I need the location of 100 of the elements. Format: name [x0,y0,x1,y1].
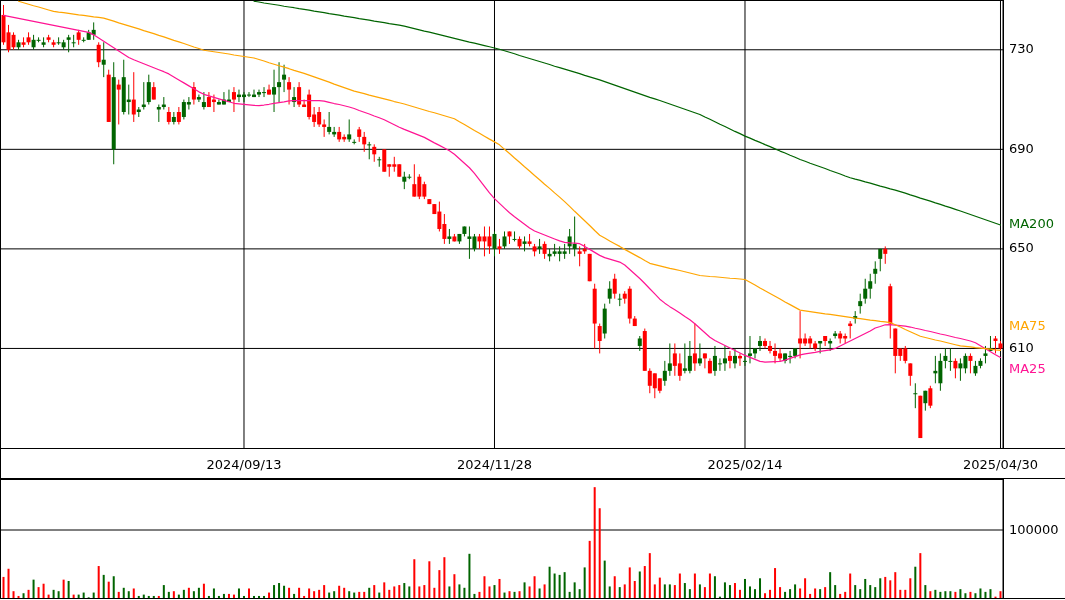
bar [658,577,661,598]
bar [894,572,897,598]
candlestick [96,41,101,68]
bar [197,587,200,598]
bar [62,579,65,598]
candlestick [677,352,682,382]
bar [207,595,210,598]
bar [528,586,531,598]
bar [884,576,887,598]
candlestick [382,148,387,173]
bar [353,592,356,598]
bar [738,589,741,598]
bar [608,586,611,598]
bar [57,591,60,598]
candlestick [196,94,201,103]
series-label: MA200 [1009,216,1054,232]
y-tick-label: 690 [1009,140,1034,156]
bar [573,582,576,598]
candlestick [322,118,327,138]
bar [698,584,701,598]
bar [854,585,857,598]
bar [122,587,125,598]
bar [503,592,506,598]
bar [754,589,757,598]
bar [919,553,922,598]
candlestick [201,91,206,111]
bar [12,591,15,598]
bar [448,586,451,598]
bar [303,595,306,598]
candlestick [692,323,697,372]
candlestick [758,335,763,352]
bar [929,591,932,598]
bar [683,583,686,598]
bar [979,588,982,598]
bar [107,581,110,598]
candlestick [747,335,752,364]
bar [759,578,762,598]
bar [548,566,551,598]
candlestick [968,352,973,374]
bar [553,573,556,598]
bar [493,585,496,598]
bar [498,578,501,598]
candlestick [572,216,577,257]
bar [944,591,947,598]
bar [518,591,521,598]
x-tick-label: 2025/04/30 [963,457,1038,472]
bar [568,591,571,598]
candlestick [753,347,758,359]
bar [343,587,346,598]
bar [673,585,676,598]
bar [227,593,230,598]
bar [268,592,271,598]
bar [242,595,245,598]
bar [147,595,150,598]
bar [328,592,331,598]
bar [633,581,636,598]
bar [433,587,436,598]
bar [97,566,100,598]
bar [874,587,877,598]
candlestick [722,345,727,372]
bar [323,585,326,598]
bar [127,591,130,598]
candlestick [662,360,667,387]
bar [774,568,777,598]
bar [363,591,366,598]
bar [102,574,105,598]
bar [217,595,220,598]
bar [969,591,972,598]
candlestick [191,81,196,106]
bar [202,583,205,598]
bar [187,587,190,598]
bar [949,591,952,598]
bar [839,593,842,598]
bar [152,595,155,598]
bar [117,591,120,598]
bar [263,595,266,598]
bar [383,582,386,598]
bar [398,585,401,598]
bar [388,589,391,598]
candlestick [367,141,372,160]
bar [333,591,336,598]
bar [623,584,626,598]
bar [508,591,511,598]
bar [393,586,396,598]
bar [583,567,586,598]
candlestick [873,260,878,285]
bar [403,583,406,598]
bar [112,576,115,598]
bar [578,589,581,598]
candlestick [231,86,236,113]
bar [478,591,481,598]
candlestick [71,34,76,48]
candlestick [823,335,828,347]
bar [278,583,281,598]
candlestick [612,273,617,300]
bar [638,571,641,598]
bar [999,591,1002,598]
bar [628,567,631,598]
candlestick [282,64,287,93]
bar [42,583,45,598]
